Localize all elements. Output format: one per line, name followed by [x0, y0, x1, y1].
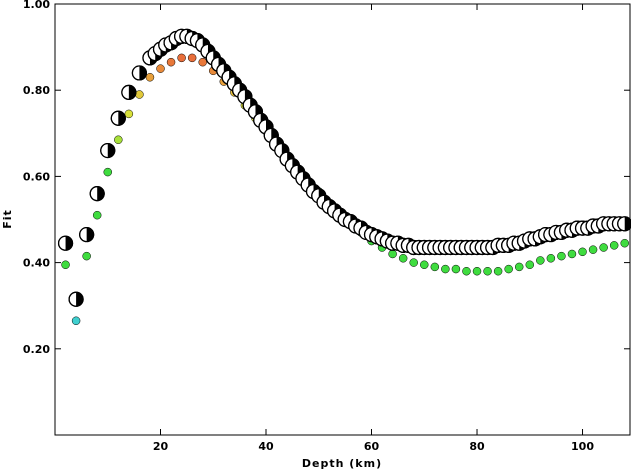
colored-fit-points [61, 53, 629, 326]
fit-point [620, 238, 629, 248]
mechanism-beachball [89, 186, 105, 202]
mechanism-beachball [121, 84, 137, 100]
fit-point [124, 109, 134, 119]
fit-point [451, 264, 461, 274]
beachball-fit-points [57, 28, 631, 307]
mechanism-beachball [79, 226, 95, 243]
fit-point [71, 316, 81, 326]
mechanism-beachball [617, 216, 631, 232]
x-tick-label: 40 [258, 440, 274, 453]
fit-point [441, 264, 450, 274]
x-tick-label: 60 [364, 440, 380, 453]
x-axis-label: Depth (km) [302, 457, 382, 470]
y-tick-label: 0.60 [23, 170, 50, 183]
mechanism-beachball [100, 142, 116, 159]
fit-point [536, 256, 545, 265]
fit-point [114, 135, 123, 145]
fit-point [409, 258, 418, 267]
fit-point [92, 210, 102, 220]
fit-point [599, 243, 608, 252]
fit-point [177, 53, 186, 63]
fit-point [430, 262, 440, 272]
x-tick-label: 20 [153, 440, 169, 453]
fit-point [198, 57, 207, 67]
x-tick-label: 80 [469, 440, 485, 453]
fit-point [145, 73, 155, 82]
fit-point [166, 57, 176, 67]
fit-point [557, 251, 566, 261]
x-tick-label: 100 [571, 440, 594, 453]
fit-point [514, 262, 524, 272]
mechanism-beachball [131, 65, 148, 81]
fit-point [61, 260, 70, 270]
y-axis-label: Fit [1, 209, 14, 229]
y-tick-label: 1.00 [23, 0, 50, 11]
y-tick-label: 0.40 [23, 257, 50, 270]
fit-point [588, 245, 598, 254]
fit-point [609, 241, 619, 250]
fit-point [135, 90, 144, 99]
fit-point [504, 264, 513, 274]
y-tick-label: 0.20 [23, 343, 50, 356]
mechanism-beachball [57, 235, 74, 251]
fit-point [493, 266, 503, 276]
mechanism-beachball [68, 291, 84, 307]
fit-point [525, 260, 535, 270]
fit-point [420, 260, 429, 270]
fit-point [156, 64, 165, 73]
fit-point [462, 266, 471, 276]
fit-point [567, 249, 577, 259]
fit-point [472, 266, 482, 276]
fit-point [546, 254, 556, 263]
fit-point [388, 249, 397, 259]
fit-point [82, 251, 91, 261]
fit-point [398, 254, 408, 263]
mechanism-beachball [110, 110, 126, 126]
fit-point [578, 247, 587, 257]
y-tick-label: 0.80 [23, 84, 50, 97]
fit-point [103, 167, 113, 177]
axis-ticks: 20 40 60 80 100 0.20 0.40 0.60 0.80 1.00 [23, 0, 630, 453]
fit-point [187, 53, 197, 63]
fit-point [483, 266, 492, 276]
